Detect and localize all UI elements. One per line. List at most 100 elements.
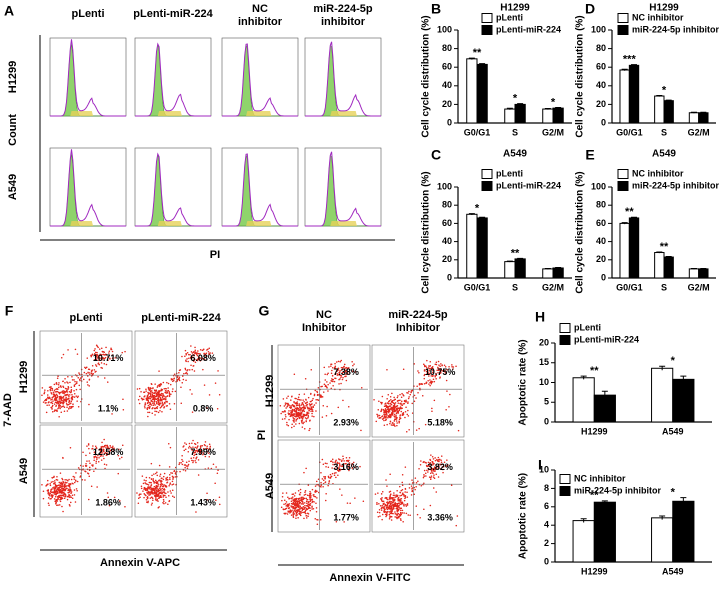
chart-title: H1299 (500, 3, 530, 14)
y-tick-label: 40 (596, 236, 606, 246)
legend-swatch (481, 25, 493, 35)
axis-label: PI (256, 430, 268, 440)
y-tick-label: 20 (442, 254, 452, 264)
legend-label: miR-224-5p inhibitor (632, 24, 720, 34)
s-phase (50, 221, 126, 226)
quadrant-percent: 12.58% (93, 447, 124, 457)
bar (542, 268, 554, 279)
legend-swatch (481, 169, 493, 179)
y-tick-label: 40 (442, 80, 452, 90)
y-axis-label: Cell cycle distribution (%) (575, 171, 586, 293)
bar (698, 112, 709, 124)
histogram-frame (134, 37, 212, 117)
fit-outline (135, 152, 211, 227)
significance: ** (625, 206, 634, 218)
bar (466, 58, 478, 124)
y-tick-label: 80 (442, 43, 452, 53)
error-bar (621, 68, 628, 71)
error-bar (665, 256, 672, 258)
error-bar (601, 390, 608, 400)
s-phase (305, 221, 381, 226)
significance: * (662, 84, 667, 96)
panel-letter: B (431, 1, 441, 17)
significance: ** (511, 247, 520, 259)
fit-outline (305, 151, 381, 227)
panel-letter: G (259, 303, 270, 319)
quadrant-percent: 3.82% (427, 462, 453, 472)
significance: * (671, 487, 676, 499)
s-phase (222, 221, 298, 226)
quadrant-percent: 1.77% (333, 513, 359, 523)
legend-swatch (481, 13, 493, 23)
legend-swatch (617, 25, 629, 35)
legend-swatch (559, 486, 571, 496)
error-bar (544, 267, 551, 270)
quadrant-percent: 1.1% (98, 404, 119, 414)
g1-peak (135, 153, 211, 227)
quadrant-percent: 3.36% (427, 513, 453, 523)
error-bar (631, 64, 638, 67)
bar (688, 268, 700, 279)
histogram-frame (221, 147, 299, 227)
axis-label: Count (7, 114, 19, 146)
quadrant-percent: 10.75% (425, 367, 456, 377)
bar (514, 258, 526, 279)
chart-title: H1299 (649, 3, 679, 14)
y-tick-label: 0 (544, 556, 549, 566)
s-phase (222, 111, 298, 116)
error-bar (680, 375, 687, 383)
row-label: H1299 (18, 361, 30, 393)
y-tick-label: 20 (442, 99, 452, 109)
legend-label: pLenti-miR-224 (496, 24, 561, 34)
g1-peak (222, 44, 298, 117)
significance: ** (590, 365, 599, 377)
quadrant-percent: 1.86% (95, 498, 121, 508)
bar (698, 268, 709, 279)
g1-peak (305, 154, 381, 227)
cell-dots (279, 359, 363, 432)
error-bar (479, 216, 486, 219)
legend-swatch (559, 474, 571, 484)
y-tick-label: 2 (544, 538, 549, 548)
significance: ** (473, 47, 482, 59)
legend-swatch (617, 181, 629, 191)
legend-label: pLenti (496, 168, 523, 178)
row-label: H1299 (7, 61, 19, 93)
x-tick-label: G0/G1 (616, 127, 643, 137)
s-phase (135, 221, 211, 226)
error-bar (544, 107, 551, 110)
column-header: inhibitor (321, 16, 366, 28)
x-tick-label: H1299 (581, 566, 608, 576)
bar (651, 367, 674, 423)
bar (672, 500, 695, 563)
bar (628, 217, 640, 279)
error-bar (506, 260, 513, 263)
error-bar (656, 251, 663, 254)
x-tick-label: G0/G1 (464, 282, 491, 292)
significance: ** (660, 241, 669, 253)
column-header: pLenti (70, 312, 103, 324)
column-header: Inhibitor (302, 322, 347, 334)
x-tick-label: S (661, 282, 667, 292)
y-tick-label: 100 (591, 24, 606, 34)
y-tick-label: 15 (539, 357, 549, 367)
s-phase (50, 111, 126, 116)
fit-outline (305, 41, 381, 117)
y-tick-label: 60 (442, 62, 452, 72)
dot-plot-frame (39, 330, 133, 424)
g1-peak (305, 44, 381, 117)
error-bar (680, 497, 687, 505)
error-bar (468, 57, 475, 60)
bar (593, 501, 616, 563)
panel-letter: A (4, 3, 14, 19)
legend-label: pLenti (574, 322, 601, 332)
error-bar (517, 103, 524, 106)
y-tick-label: 60 (596, 218, 606, 228)
histogram-frame (221, 37, 299, 117)
cell-dots (280, 455, 365, 526)
y-axis-label: Apoptotic rate (%) (518, 339, 529, 425)
panel-letter: E (585, 147, 594, 163)
dot-plot-frame (277, 344, 371, 438)
y-tick-label: 4 (544, 520, 549, 530)
